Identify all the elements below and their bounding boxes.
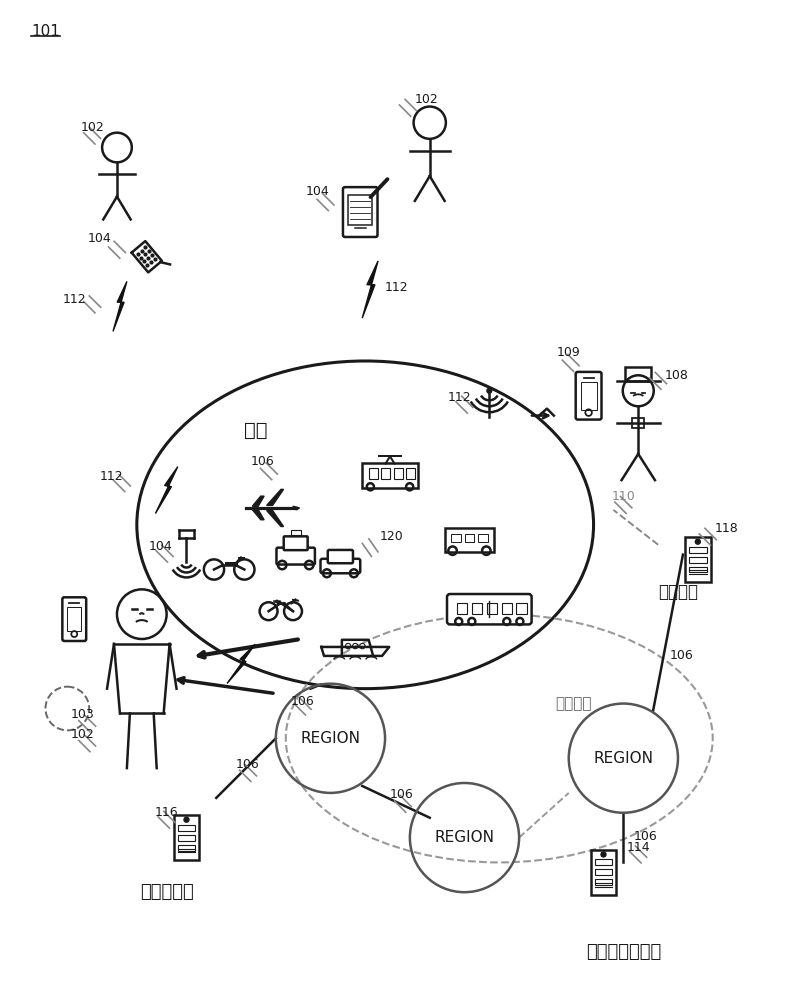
Text: 114: 114 bbox=[626, 841, 650, 854]
Polygon shape bbox=[113, 281, 127, 331]
Text: 106: 106 bbox=[670, 649, 694, 662]
Bar bbox=[517, 603, 527, 614]
Text: 118: 118 bbox=[714, 522, 739, 535]
Bar bbox=[68, 607, 81, 631]
Polygon shape bbox=[267, 510, 283, 527]
FancyBboxPatch shape bbox=[362, 463, 418, 488]
Text: 通信网络: 通信网络 bbox=[556, 697, 592, 712]
Bar bbox=[625, 367, 652, 381]
FancyBboxPatch shape bbox=[445, 528, 494, 552]
Bar bbox=[689, 547, 706, 553]
FancyBboxPatch shape bbox=[62, 597, 86, 641]
FancyBboxPatch shape bbox=[328, 550, 353, 563]
Bar bbox=[689, 567, 706, 572]
Bar bbox=[349, 195, 372, 225]
Bar bbox=[685, 537, 710, 582]
Bar bbox=[177, 845, 195, 851]
Text: 104: 104 bbox=[87, 232, 111, 245]
Bar bbox=[177, 835, 195, 841]
Polygon shape bbox=[252, 496, 264, 506]
Bar bbox=[177, 825, 195, 831]
Bar bbox=[369, 468, 378, 479]
Bar bbox=[487, 603, 497, 614]
Bar bbox=[594, 859, 612, 865]
Text: 120: 120 bbox=[380, 530, 403, 543]
Circle shape bbox=[487, 388, 491, 393]
Text: 104: 104 bbox=[148, 540, 173, 553]
Text: 112: 112 bbox=[447, 391, 471, 404]
Text: 106: 106 bbox=[251, 455, 275, 468]
Bar bbox=[406, 468, 415, 479]
Text: 移动性管理系统: 移动性管理系统 bbox=[586, 943, 661, 961]
Text: 102: 102 bbox=[80, 121, 104, 134]
Bar bbox=[393, 468, 403, 479]
FancyBboxPatch shape bbox=[447, 594, 531, 624]
Circle shape bbox=[696, 539, 700, 544]
Text: 108: 108 bbox=[665, 369, 689, 382]
Text: 104: 104 bbox=[305, 185, 330, 198]
Text: 112: 112 bbox=[100, 470, 124, 483]
Text: REGION: REGION bbox=[434, 830, 495, 845]
Polygon shape bbox=[267, 489, 283, 505]
Polygon shape bbox=[252, 510, 264, 520]
Bar bbox=[594, 869, 612, 875]
Polygon shape bbox=[155, 467, 177, 514]
Text: 102: 102 bbox=[71, 728, 94, 741]
FancyBboxPatch shape bbox=[276, 548, 315, 565]
Bar bbox=[581, 382, 597, 410]
Text: 109: 109 bbox=[557, 346, 581, 359]
Text: REGION: REGION bbox=[301, 731, 360, 746]
Bar bbox=[465, 534, 474, 542]
Bar bbox=[689, 557, 706, 563]
Text: 运输提供商: 运输提供商 bbox=[140, 883, 193, 901]
Bar bbox=[290, 530, 301, 535]
Circle shape bbox=[184, 817, 189, 822]
Text: 106: 106 bbox=[236, 758, 260, 771]
Bar bbox=[478, 534, 487, 542]
Text: 区域: 区域 bbox=[244, 420, 268, 439]
Text: 110: 110 bbox=[612, 490, 635, 503]
FancyBboxPatch shape bbox=[343, 187, 378, 237]
Bar bbox=[594, 879, 612, 885]
Text: 106: 106 bbox=[390, 788, 414, 801]
Bar bbox=[502, 603, 512, 614]
FancyBboxPatch shape bbox=[320, 559, 360, 573]
Text: 103: 103 bbox=[71, 708, 94, 721]
Bar bbox=[173, 815, 199, 860]
Bar bbox=[457, 603, 467, 614]
Bar bbox=[590, 850, 616, 895]
Polygon shape bbox=[293, 506, 300, 510]
FancyBboxPatch shape bbox=[283, 536, 308, 550]
Text: 其他系统: 其他系统 bbox=[658, 583, 698, 601]
Text: 112: 112 bbox=[385, 281, 409, 294]
Text: 112: 112 bbox=[62, 293, 86, 306]
Bar bbox=[632, 418, 644, 428]
Polygon shape bbox=[362, 261, 378, 318]
Circle shape bbox=[601, 852, 606, 857]
Text: 106: 106 bbox=[633, 830, 657, 843]
Polygon shape bbox=[227, 644, 255, 683]
Text: 101: 101 bbox=[31, 24, 60, 39]
Polygon shape bbox=[321, 647, 389, 656]
Bar bbox=[472, 603, 482, 614]
Text: 116: 116 bbox=[155, 806, 178, 819]
Bar bbox=[451, 534, 461, 542]
FancyBboxPatch shape bbox=[575, 372, 601, 420]
Text: REGION: REGION bbox=[593, 751, 653, 766]
Bar bbox=[381, 468, 390, 479]
Text: 102: 102 bbox=[414, 93, 439, 106]
Text: 106: 106 bbox=[290, 695, 315, 708]
